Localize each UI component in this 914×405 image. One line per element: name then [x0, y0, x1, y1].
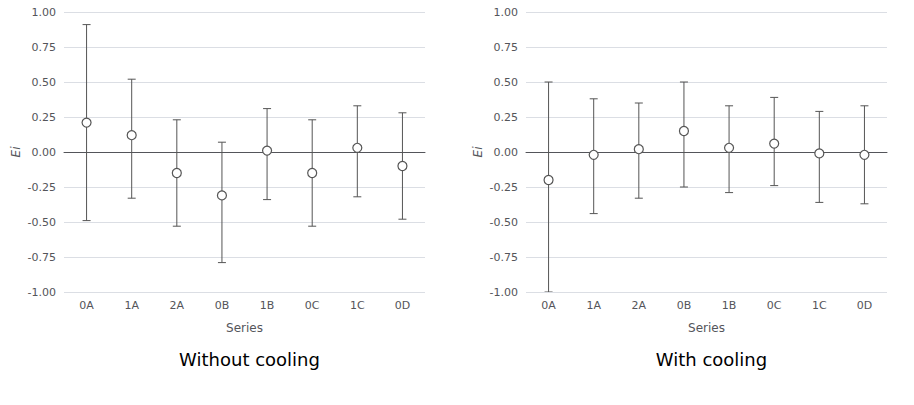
svg-text:0.75: 0.75	[494, 41, 519, 54]
svg-text:0C: 0C	[305, 299, 320, 312]
svg-text:1.00: 1.00	[32, 6, 57, 19]
svg-text:Ei: Ei	[471, 146, 485, 158]
svg-text:-0.75: -0.75	[28, 251, 56, 264]
svg-text:2A: 2A	[170, 299, 185, 312]
svg-text:-0.25: -0.25	[490, 181, 518, 194]
svg-text:With cooling: With cooling	[656, 349, 767, 370]
svg-text:0A: 0A	[541, 299, 556, 312]
svg-text:-0.75: -0.75	[490, 251, 518, 264]
svg-text:0.50: 0.50	[494, 76, 519, 89]
svg-text:0A: 0A	[79, 299, 94, 312]
svg-text:1A: 1A	[586, 299, 601, 312]
svg-text:Series: Series	[688, 321, 725, 335]
svg-text:1C: 1C	[350, 299, 365, 312]
svg-text:0.50: 0.50	[32, 76, 57, 89]
svg-text:1A: 1A	[124, 299, 139, 312]
svg-text:-0.50: -0.50	[28, 216, 56, 229]
svg-text:Series: Series	[226, 321, 263, 335]
svg-text:2A: 2A	[632, 299, 647, 312]
svg-text:0.00: 0.00	[494, 146, 519, 159]
svg-text:0.25: 0.25	[32, 111, 57, 124]
svg-text:-1.00: -1.00	[490, 286, 518, 299]
svg-text:0.00: 0.00	[32, 146, 57, 159]
svg-text:1.00: 1.00	[494, 6, 519, 19]
svg-text:-1.00: -1.00	[28, 286, 56, 299]
svg-text:1C: 1C	[812, 299, 827, 312]
svg-text:0B: 0B	[215, 299, 230, 312]
svg-text:0C: 0C	[767, 299, 782, 312]
svg-text:0D: 0D	[395, 299, 410, 312]
svg-text:Ei: Ei	[9, 146, 23, 158]
svg-text:0B: 0B	[677, 299, 692, 312]
svg-text:0.75: 0.75	[32, 41, 57, 54]
svg-text:Without cooling: Without cooling	[179, 349, 320, 370]
svg-text:1B: 1B	[260, 299, 275, 312]
svg-text:0D: 0D	[857, 299, 872, 312]
svg-text:1B: 1B	[722, 299, 737, 312]
svg-text:0.25: 0.25	[494, 111, 519, 124]
svg-text:-0.50: -0.50	[490, 216, 518, 229]
svg-text:-0.25: -0.25	[28, 181, 56, 194]
